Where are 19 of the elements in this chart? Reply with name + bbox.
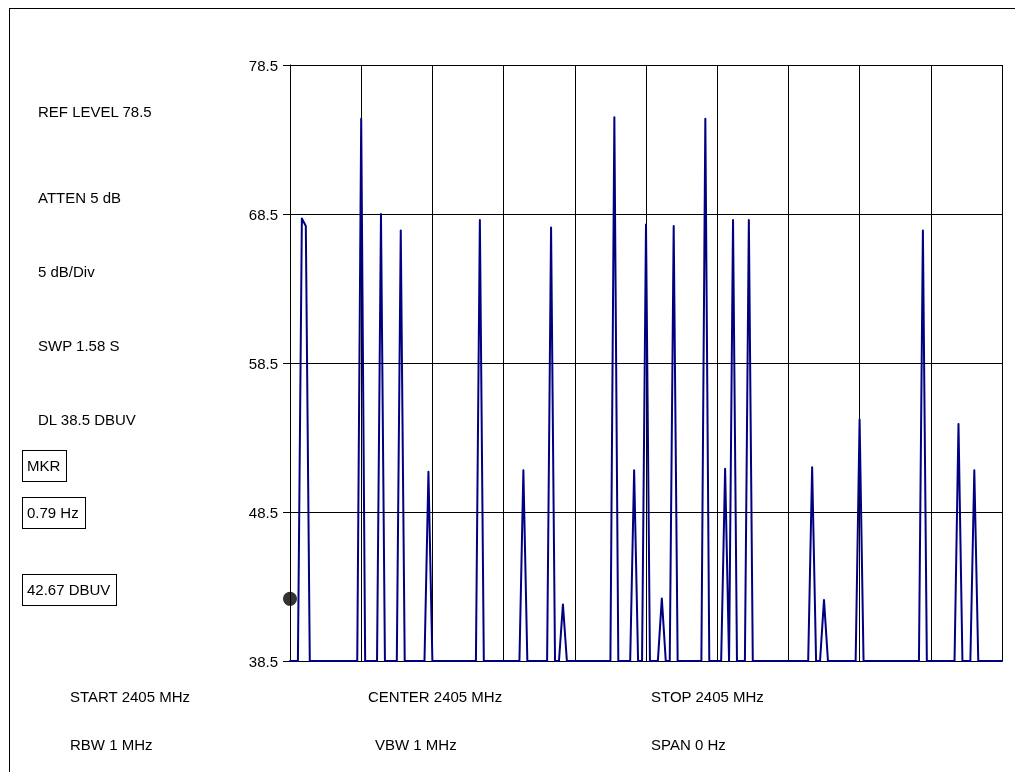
text: MKR	[22, 450, 68, 482]
y-tick-label: 68.5	[248, 205, 278, 223]
text: SWP 1.58 S	[38, 337, 120, 355]
text: START 2405 MHz	[70, 688, 191, 706]
text: DL 38.5 DBUV	[38, 411, 136, 429]
text: REF LEVEL 78.5	[38, 103, 152, 121]
y-tick-label: 78.5	[248, 56, 278, 74]
text: 5 dB/Div	[38, 263, 95, 281]
text: ATTEN 5 dB	[38, 189, 122, 207]
text: VBW 1 MHz	[375, 736, 457, 754]
text: SPAN 0 Hz	[651, 736, 726, 754]
y-tick-label: 48.5	[248, 503, 278, 521]
y-tick-label: 58.5	[248, 354, 278, 372]
text: 42.67 DBUV	[22, 574, 118, 606]
text: RBW 1 MHz	[70, 736, 153, 754]
text: STOP 2405 MHz	[651, 688, 764, 706]
text: 0.79 Hz	[22, 497, 86, 529]
text: CENTER 2405 MHz	[368, 688, 503, 706]
y-tick-label: 38.5	[248, 652, 278, 670]
